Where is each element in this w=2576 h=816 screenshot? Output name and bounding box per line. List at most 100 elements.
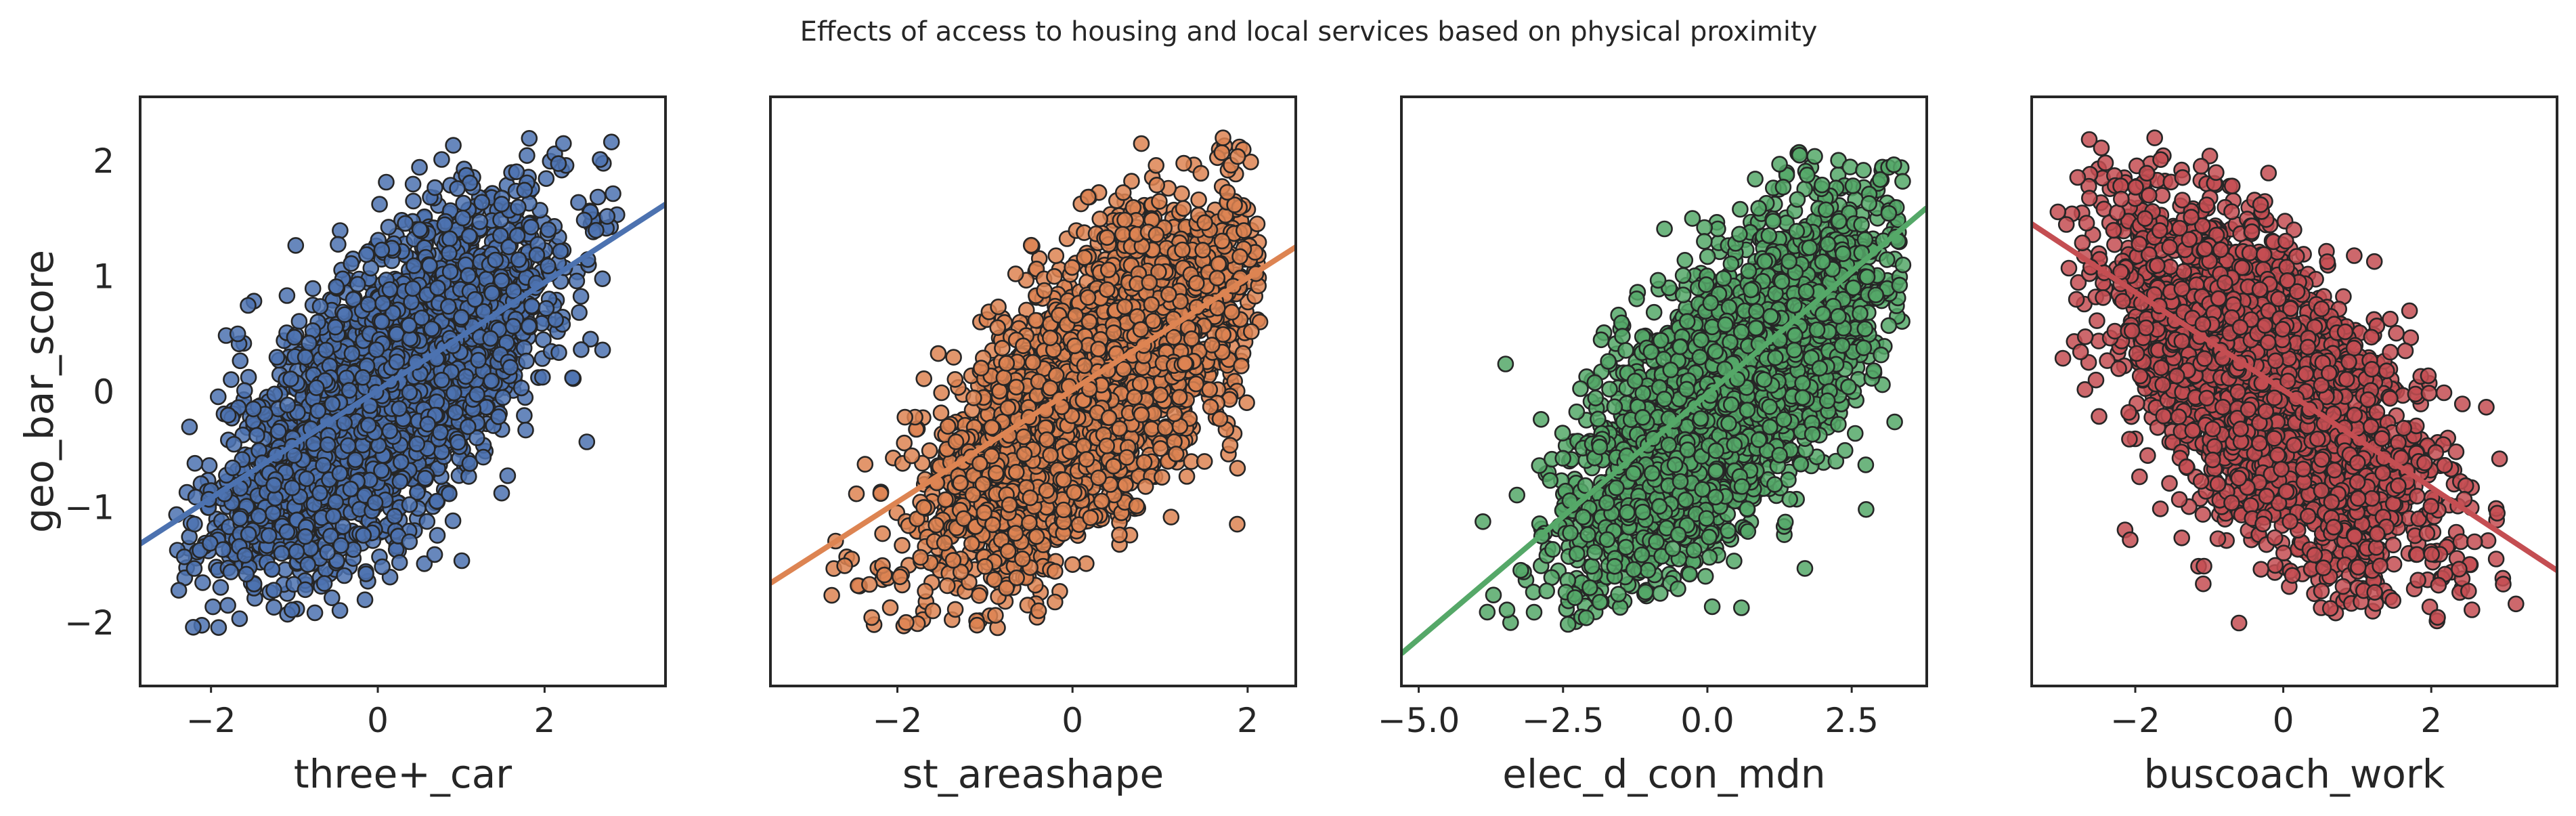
data-point xyxy=(447,404,464,421)
data-point xyxy=(419,415,437,433)
data-point xyxy=(330,236,347,253)
data-point xyxy=(550,344,567,362)
data-point xyxy=(493,196,510,213)
data-point xyxy=(1248,215,1266,233)
data-point xyxy=(386,507,403,525)
data-point xyxy=(470,351,487,369)
data-point xyxy=(311,298,329,315)
data-point xyxy=(483,372,500,389)
data-point xyxy=(605,185,621,202)
data-point xyxy=(594,270,611,288)
data-point xyxy=(305,435,322,452)
x-tick-label: −2 xyxy=(186,701,236,740)
data-point xyxy=(336,306,353,323)
data-point xyxy=(297,581,314,599)
data-point xyxy=(429,279,446,297)
data-point xyxy=(471,213,489,230)
data-point xyxy=(457,368,475,385)
data-point xyxy=(508,227,526,244)
data-point xyxy=(578,433,596,450)
data-point xyxy=(286,328,303,346)
data-point xyxy=(222,563,240,580)
data-point xyxy=(336,414,353,432)
data-point xyxy=(896,434,913,452)
data-point xyxy=(510,251,527,268)
data-point xyxy=(331,602,349,619)
data-point xyxy=(403,293,420,311)
data-point xyxy=(326,318,344,336)
data-point xyxy=(200,457,218,474)
data-point xyxy=(373,241,391,259)
data-point xyxy=(288,543,305,560)
data-point xyxy=(1229,515,1246,533)
data-point xyxy=(516,181,533,199)
data-point xyxy=(273,544,290,562)
data-point xyxy=(571,304,588,321)
data-point xyxy=(391,400,408,417)
data-point xyxy=(290,313,308,330)
data-point xyxy=(240,297,257,314)
points-group xyxy=(168,130,626,637)
data-point xyxy=(483,284,501,302)
data-point xyxy=(297,349,314,366)
data-point xyxy=(287,237,305,254)
data-point xyxy=(223,371,240,388)
data-point xyxy=(445,137,462,154)
data-point xyxy=(411,221,429,238)
data-point xyxy=(307,379,325,396)
data-point xyxy=(441,485,458,502)
data-point xyxy=(416,555,433,572)
data-point xyxy=(494,389,512,406)
data-point xyxy=(445,384,462,402)
data-point xyxy=(493,272,510,289)
data-point xyxy=(989,319,1006,337)
data-point xyxy=(573,341,590,358)
data-point xyxy=(1175,154,1192,172)
data-point xyxy=(473,194,491,211)
data-point xyxy=(215,541,232,558)
data-point xyxy=(325,507,342,525)
data-point xyxy=(588,221,605,239)
data-point xyxy=(209,388,227,406)
data-point xyxy=(362,259,380,277)
data-point xyxy=(575,211,593,229)
data-point xyxy=(264,504,282,522)
data-point xyxy=(210,619,227,637)
data-point xyxy=(468,429,485,446)
data-point xyxy=(550,155,567,172)
data-point xyxy=(518,352,535,370)
data-point xyxy=(1175,200,1192,217)
data-point xyxy=(564,369,582,387)
data-point xyxy=(1123,173,1140,190)
data-point xyxy=(598,208,616,225)
data-point xyxy=(284,479,301,496)
data-point xyxy=(987,607,1004,624)
data-point xyxy=(603,133,620,150)
data-point xyxy=(265,599,282,616)
data-point xyxy=(416,469,434,487)
data-point xyxy=(460,267,477,284)
data-point xyxy=(332,537,349,554)
data-point xyxy=(194,574,211,591)
x-axis-label: three+_car xyxy=(294,751,512,797)
data-point xyxy=(1162,509,1180,525)
data-point xyxy=(283,601,301,618)
data-point xyxy=(519,147,536,164)
data-point xyxy=(355,527,372,544)
data-point xyxy=(428,492,445,510)
data-point xyxy=(286,447,303,464)
data-point xyxy=(589,188,607,206)
data-point xyxy=(328,278,345,295)
data-point xyxy=(349,276,366,293)
data-point xyxy=(453,309,470,326)
data-point xyxy=(441,244,458,262)
data-point xyxy=(1190,191,1207,209)
data-point xyxy=(381,281,399,298)
data-point xyxy=(219,406,237,424)
data-point xyxy=(232,352,249,370)
data-point xyxy=(408,435,426,452)
data-point xyxy=(309,402,327,420)
regression-line xyxy=(140,202,665,546)
data-point xyxy=(185,560,203,577)
y-tick-label: 2 xyxy=(93,142,114,181)
